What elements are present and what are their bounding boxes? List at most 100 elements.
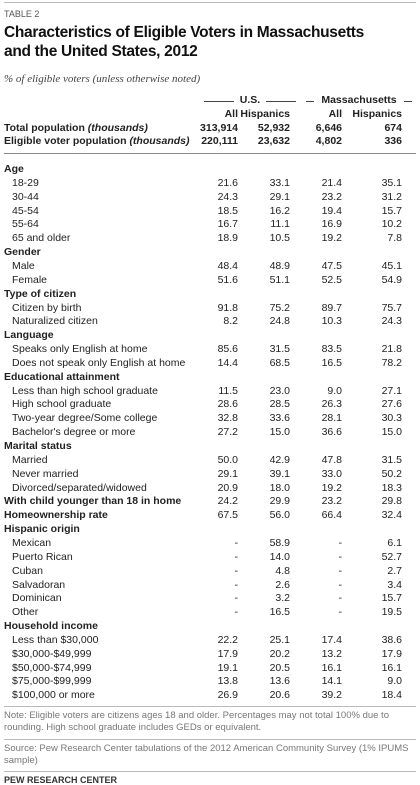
- cell-value: 42.9: [269, 453, 290, 466]
- group-header: U.S.: [239, 94, 261, 106]
- cell-value: 23.0: [269, 384, 290, 397]
- source: Source: Pew Research Center tabulations …: [4, 743, 409, 767]
- cell-value: 67.5: [217, 509, 238, 522]
- cell-value: 4.8: [275, 564, 290, 577]
- cell-value: 91.8: [217, 301, 238, 314]
- cell-value: -: [234, 606, 239, 619]
- rule: [4, 771, 416, 773]
- row-label: Puerto Rican: [12, 550, 73, 563]
- cell-value: 56.0: [269, 509, 290, 522]
- cell-value: 51.1: [269, 273, 290, 286]
- cell-value: 19.5: [381, 606, 402, 619]
- row-label: 45-54: [12, 204, 39, 217]
- cell-value: 14.0: [269, 550, 290, 563]
- cell-value: 29.8: [381, 495, 402, 508]
- cell-value: 28.5: [269, 398, 290, 411]
- cell-value: 17.9: [217, 647, 238, 660]
- column-header: Hispanics: [352, 108, 402, 120]
- row-label: Cuban: [12, 564, 43, 577]
- row-label: 65 and older: [12, 232, 71, 245]
- total-label-unit: (thousands): [129, 135, 190, 147]
- cell-value: 26.9: [217, 689, 238, 702]
- cell-value: 33.1: [269, 176, 290, 189]
- cell-value: 16.7: [217, 218, 238, 231]
- cell-value: 16.9: [321, 218, 342, 231]
- cell-value: 24.3: [381, 315, 402, 328]
- cell-value: 66.4: [321, 509, 342, 522]
- total-label: Total population (thousands): [4, 122, 148, 135]
- row-label: 18-29: [12, 176, 39, 189]
- cell-value: 31.5: [269, 343, 290, 356]
- cell-value: 16.1: [381, 661, 402, 674]
- cell-value: -: [338, 578, 343, 591]
- cell-value: 24.3: [217, 190, 238, 203]
- section-heading: Educational attainment: [4, 370, 120, 383]
- cell-value: 4,802: [315, 135, 342, 147]
- cell-value: -: [338, 550, 343, 563]
- cell-value: 23.2: [321, 495, 342, 508]
- dash: [403, 101, 412, 102]
- row-label: Other: [12, 606, 39, 619]
- cell-value: 21.6: [217, 176, 238, 189]
- cell-value: 15.0: [269, 426, 290, 439]
- section-heading: Marital status: [4, 440, 72, 452]
- cell-value: 18.3: [381, 481, 402, 494]
- cell-value: 6.1: [387, 536, 402, 549]
- cell-value: 14.4: [217, 356, 238, 369]
- column-header: All: [328, 108, 342, 120]
- cell-value: 6,646: [315, 122, 342, 134]
- cell-value: 48.9: [269, 259, 290, 272]
- cell-value: 54.9: [381, 273, 402, 286]
- row-label: High school graduate: [12, 398, 112, 411]
- cell-value: 50.2: [381, 467, 402, 480]
- cell-value: 89.7: [321, 301, 342, 314]
- cell-value: 75.2: [269, 301, 290, 314]
- cell-value: -: [234, 578, 239, 591]
- cell-value: 68.5: [269, 356, 290, 369]
- cell-value: 674: [384, 122, 402, 134]
- cell-value: 19.4: [321, 204, 342, 217]
- cell-value: 23.2: [321, 190, 342, 203]
- table-label: TABLE 2: [4, 9, 40, 19]
- cell-value: 3.2: [275, 592, 290, 605]
- cell-value: -: [338, 536, 343, 549]
- cell-value: 75.7: [381, 301, 402, 314]
- cell-value: 17.9: [381, 647, 402, 660]
- cell-value: 10.2: [381, 218, 402, 231]
- cell-value: 47.5: [321, 259, 342, 272]
- rule: [4, 153, 416, 154]
- note: Note: Eligible voters are citizens ages …: [4, 710, 389, 734]
- cell-value: 19.2: [321, 481, 342, 494]
- cell-value: 20.6: [269, 689, 290, 702]
- rule: [4, 739, 416, 741]
- cell-value: 28.1: [321, 412, 342, 425]
- column-header: Hispanics: [240, 108, 290, 120]
- cell-value: 19.2: [321, 232, 342, 245]
- dash: [306, 101, 315, 102]
- cell-value: 29.9: [269, 495, 290, 508]
- cell-value: 32.8: [217, 412, 238, 425]
- row-label: Speaks only English at home: [12, 343, 148, 356]
- cell-value: 16.2: [269, 204, 290, 217]
- cell-value: 33.0: [321, 467, 342, 480]
- cell-value: 2.6: [275, 578, 290, 591]
- section-heading: Age: [4, 163, 24, 175]
- cell-value: 19.1: [217, 661, 238, 674]
- cell-value: -: [338, 592, 343, 605]
- cell-value: 32.4: [381, 509, 402, 522]
- cell-value: 16.5: [321, 356, 342, 369]
- cell-value: 50.0: [217, 453, 238, 466]
- title-line: and the United States, 2012: [4, 43, 198, 60]
- row-label: Citizen by birth: [12, 301, 82, 314]
- section-heading: Gender: [4, 246, 41, 259]
- row-label: Never married: [12, 467, 79, 480]
- cell-value: -: [234, 592, 239, 605]
- row-label: Dominican: [12, 592, 62, 605]
- row-label: 30-44: [12, 190, 39, 203]
- cell-value: 13.2: [321, 647, 342, 660]
- cell-value: 8.2: [223, 315, 238, 328]
- cell-value: 313,914: [200, 122, 238, 134]
- cell-value: -: [234, 550, 239, 563]
- section-heading: Language: [4, 329, 54, 342]
